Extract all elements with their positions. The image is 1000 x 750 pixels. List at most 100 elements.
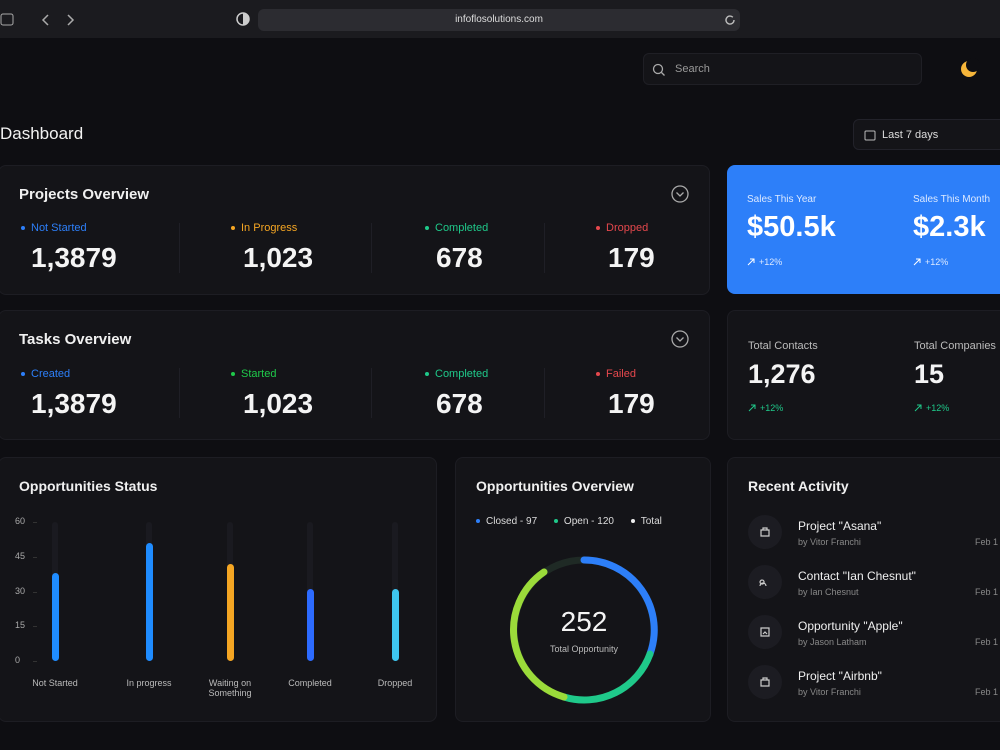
sales-change: +12% <box>759 257 783 267</box>
totals-card: Total Contacts 1,276 +12% Total Companie… <box>727 310 1000 440</box>
activity-title: Opportunity "Apple" <box>798 619 903 633</box>
total-value: 15 <box>914 359 945 389</box>
sales-change: +12% <box>925 257 949 267</box>
search-box[interactable]: Search <box>643 53 922 85</box>
y-tick-label: 45 <box>15 550 26 561</box>
divider <box>544 223 545 273</box>
activity-by: by Ian Chesnut <box>798 587 859 597</box>
activity-icon <box>748 615 782 649</box>
activity-icon <box>748 665 782 699</box>
up-arrow <box>748 404 756 412</box>
recent-activity-card: Recent Activity Project "Asana" by Vitor … <box>727 457 1000 722</box>
y-tick-label: 0 <box>15 655 21 665</box>
bar <box>226 563 234 661</box>
collapse-icon[interactable] <box>671 330 689 348</box>
legend: Closed - 97 Open - 120 Total <box>476 516 662 527</box>
shield-icon <box>236 12 250 26</box>
dot <box>21 372 25 377</box>
y-tick <box>33 626 37 628</box>
divider <box>544 368 545 418</box>
activity-date: Feb 1 <box>975 587 999 597</box>
sales-value: $2.3k <box>913 211 986 243</box>
up-arrow <box>914 404 922 412</box>
stat-label-text: Started <box>241 368 277 380</box>
card-title: Recent Activity <box>748 478 849 494</box>
search-icon <box>652 63 665 76</box>
icon-glyph <box>760 627 770 637</box>
divider <box>179 223 180 273</box>
activity-date: Feb 1 <box>975 637 999 647</box>
activity-by: by Jason Latham <box>798 637 867 647</box>
icon-glyph <box>760 677 770 687</box>
total-change: +12% <box>926 403 950 413</box>
page-title: Dashboard <box>0 124 84 143</box>
url: infoflosolutions.com <box>455 14 543 25</box>
dot <box>596 226 600 231</box>
stat-value: 179 <box>608 242 655 273</box>
y-tick-label: 30 <box>15 585 26 596</box>
theme-toggle[interactable] <box>958 58 980 80</box>
collapse-icon[interactable] <box>671 185 689 203</box>
y-tick <box>33 591 37 593</box>
stat-label: Completed <box>425 368 488 380</box>
stat-label-text: Created <box>31 368 71 380</box>
x-tick-label: Dropped <box>377 678 413 688</box>
donut <box>510 556 658 704</box>
stat-value: 1,023 <box>243 242 314 273</box>
nav-icons <box>0 13 75 26</box>
legend-entry: Open - 120 <box>563 516 614 527</box>
stat-label-text: Failed <box>606 368 636 380</box>
donut-arc <box>580 556 658 658</box>
divider <box>179 368 180 418</box>
sales-label: Sales This Month <box>913 194 991 205</box>
card-title: Projects Overview <box>19 186 150 203</box>
stat-value: 1,023 <box>243 388 314 419</box>
search-placeholder: Search <box>675 63 710 75</box>
dot <box>231 372 235 377</box>
opportunities-status-card: Opportunities Status 0 15 30 45 60 Not Starte… <box>0 457 437 722</box>
donut-arc <box>560 650 654 704</box>
activity-date: Feb 1 <box>975 537 999 547</box>
bar <box>51 572 59 661</box>
stat-label-text: Dropped <box>606 222 649 234</box>
opportunities-overview-card: Opportunities Overview Closed - 97 Open … <box>455 457 711 722</box>
date-filter-label: Last 7 days <box>882 129 939 141</box>
sales-label: Sales This Year <box>747 194 817 205</box>
calendar-icon <box>864 130 876 141</box>
projects-card: Projects Overview Not Started 1,3879 In … <box>0 165 710 295</box>
stat-label-text: In Progress <box>241 222 298 234</box>
bar <box>391 589 399 661</box>
reload-icon[interactable] <box>724 14 736 26</box>
activity-title: Contact "Ian Chesnut" <box>798 569 916 583</box>
activity-date: Feb 1 <box>975 687 999 697</box>
donut-arc <box>510 568 568 701</box>
bar <box>306 589 314 661</box>
activity-by: by Vitor Franchi <box>798 687 861 697</box>
url-bar[interactable]: infoflosolutions.com <box>258 9 740 31</box>
y-tick-label: 15 <box>15 620 26 631</box>
legend-dot <box>476 519 480 524</box>
x-tick-label: In progress <box>126 678 172 688</box>
up-arrow <box>747 258 755 266</box>
x-tick-label: Waiting on Something <box>208 678 252 698</box>
activity-by: by Vitor Franchi <box>798 537 861 547</box>
activity-icon <box>748 515 782 549</box>
legend-dot <box>630 519 635 524</box>
legend-entry: Closed - 97 <box>486 516 538 527</box>
tasks-card: Tasks Overview Created 1,3879 Started 1,… <box>0 310 710 440</box>
divider <box>371 223 372 273</box>
activity-icon <box>748 565 782 599</box>
divider <box>371 368 372 418</box>
up-arrow <box>913 258 921 266</box>
stat-label-text: Completed <box>435 222 489 234</box>
dot <box>425 372 429 377</box>
date-filter[interactable]: Last 7 days <box>853 119 1000 150</box>
stat-value: 678 <box>436 242 483 273</box>
activity-title: Project "Airbnb" <box>798 669 882 683</box>
total-value: 1,276 <box>748 359 816 389</box>
dot <box>21 226 25 231</box>
y-tick <box>33 661 37 662</box>
total-label: Total Contacts <box>748 340 818 352</box>
stat-label: Dropped <box>596 222 648 234</box>
card-title: Tasks Overview <box>19 331 132 348</box>
